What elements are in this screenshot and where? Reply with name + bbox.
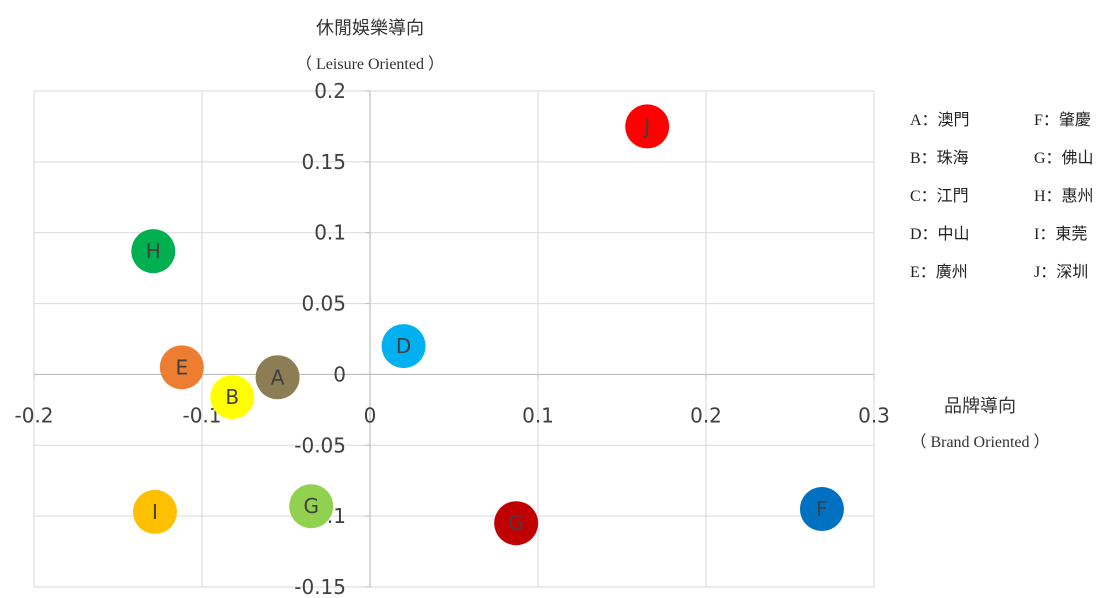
x-axis-label: 品牌導向 — [944, 396, 1016, 417]
point-label: D — [396, 334, 411, 358]
point-label: G — [303, 494, 319, 518]
point-b — [210, 375, 255, 420]
legend-item-c: C：江門 — [910, 188, 969, 205]
y-tick-label: 0.15 — [301, 150, 346, 174]
y-axis-label: 休閒娛樂導向 — [316, 18, 424, 39]
point-label: F — [816, 497, 828, 521]
point-i — [132, 489, 177, 534]
y-tick-label: 0 — [333, 362, 346, 386]
y-axis-label-english: （ Leisure Oriented ） — [296, 56, 444, 73]
point-h — [131, 229, 176, 274]
legend-item-i: I：東莞 — [1034, 226, 1088, 243]
point-label: G — [508, 511, 524, 535]
x-tick-label: 0.1 — [522, 403, 554, 427]
point-label: A — [271, 365, 285, 389]
point-g — [494, 501, 539, 546]
point-f — [799, 487, 844, 532]
y-tick-label: 0.1 — [314, 221, 346, 245]
point-label: E — [176, 355, 189, 379]
point-a — [255, 355, 300, 400]
x-tick-label: -0.2 — [14, 403, 53, 427]
legend-item-b: B：珠海 — [910, 150, 969, 167]
point-d — [381, 324, 426, 369]
legend-item-d: D：中山 — [910, 226, 970, 243]
legend-item-h: H：惠州 — [1034, 188, 1094, 205]
point-label: I — [152, 500, 158, 524]
legend-item-e: E：廣州 — [910, 264, 968, 281]
point-j — [625, 104, 670, 149]
y-tick-label: -0.15 — [294, 575, 346, 598]
point-label: J — [642, 114, 650, 138]
x-tick-label: 0.3 — [858, 403, 890, 427]
y-tick-label: 0.05 — [301, 292, 346, 316]
point-label: H — [146, 239, 161, 263]
y-tick-label: 0.2 — [314, 79, 346, 103]
legend-item-g: G：佛山 — [1034, 150, 1094, 167]
legend-item-f: F：肇慶 — [1034, 112, 1091, 129]
legend-item-j: J：深圳 — [1034, 264, 1089, 281]
legend-item-a: A：澳門 — [910, 112, 970, 129]
x-axis-label-english: （ Brand Oriented ） — [910, 434, 1050, 451]
y-tick-label: -0.05 — [294, 433, 346, 457]
point-g — [289, 484, 334, 529]
x-tick-label: 0 — [364, 403, 377, 427]
point-e — [159, 345, 204, 390]
point-label: B — [225, 385, 239, 409]
x-tick-label: 0.2 — [690, 403, 722, 427]
